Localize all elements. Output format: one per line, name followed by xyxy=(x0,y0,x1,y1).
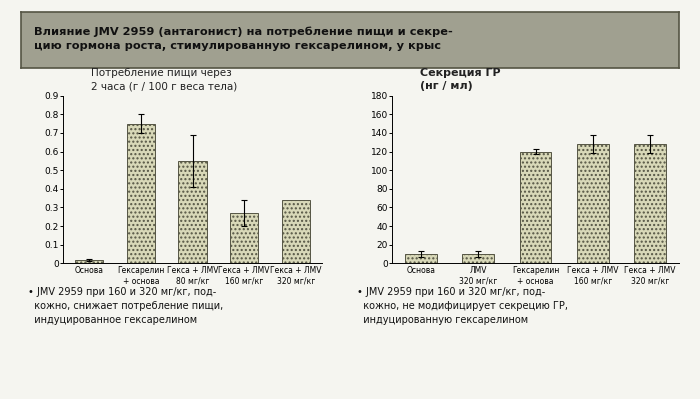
Text: • JMV 2959 при 160 и 320 мг/кг, под-
  кожно, снижает потребление пищи,
  индуци: • JMV 2959 при 160 и 320 мг/кг, под- кож… xyxy=(28,287,223,325)
Bar xyxy=(463,254,494,263)
Bar xyxy=(634,144,666,263)
Text: • JMV 2959 при 160 и 320 мг/кг, под-
  кожно, не модифицирует секрецию ГР,
  инд: • JMV 2959 при 160 и 320 мг/кг, под- кож… xyxy=(357,287,568,325)
Bar xyxy=(75,260,103,263)
Bar xyxy=(282,200,310,263)
Bar xyxy=(127,124,155,263)
Bar xyxy=(405,254,437,263)
Bar xyxy=(230,213,258,263)
Bar xyxy=(178,161,206,263)
Text: Секреция ГР
(нг / мл): Секреция ГР (нг / мл) xyxy=(420,68,500,91)
Text: Влияние JMV 2959 (антагонист) на потребление пищи и секре-
цию гормона роста, ст: Влияние JMV 2959 (антагонист) на потребл… xyxy=(34,27,453,51)
Text: Потребление пищи через
2 часа (г / 100 г веса тела): Потребление пищи через 2 часа (г / 100 г… xyxy=(91,68,237,91)
Bar xyxy=(519,152,552,263)
Bar xyxy=(577,144,608,263)
